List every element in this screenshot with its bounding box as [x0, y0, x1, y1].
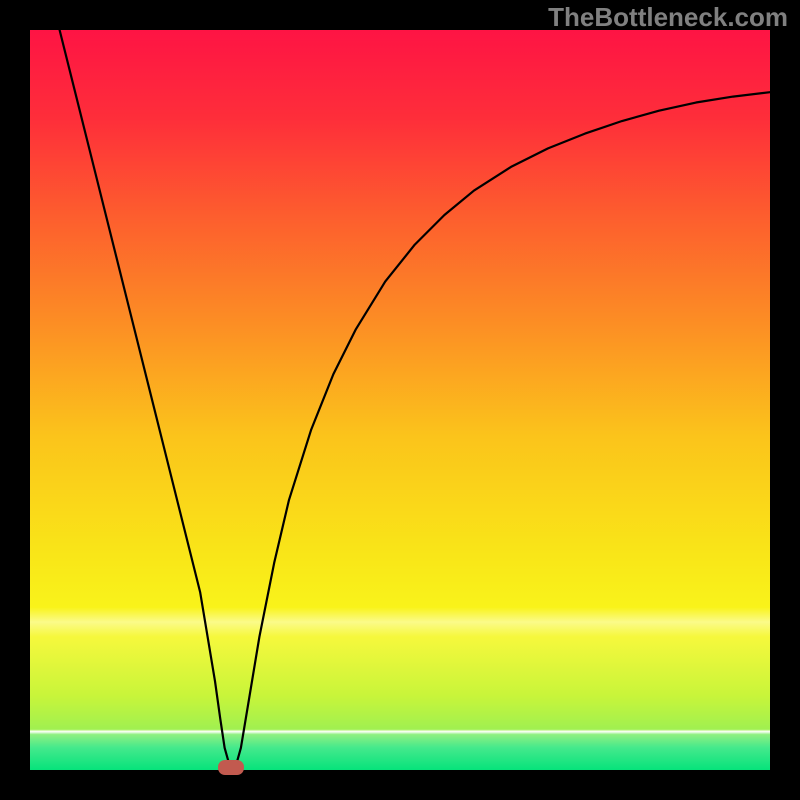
- watermark-text: TheBottleneck.com: [548, 2, 788, 33]
- chart-plot: [0, 0, 800, 800]
- minimum-marker: [218, 760, 244, 775]
- plot-background: [30, 30, 770, 770]
- chart-root: TheBottleneck.com: [0, 0, 800, 800]
